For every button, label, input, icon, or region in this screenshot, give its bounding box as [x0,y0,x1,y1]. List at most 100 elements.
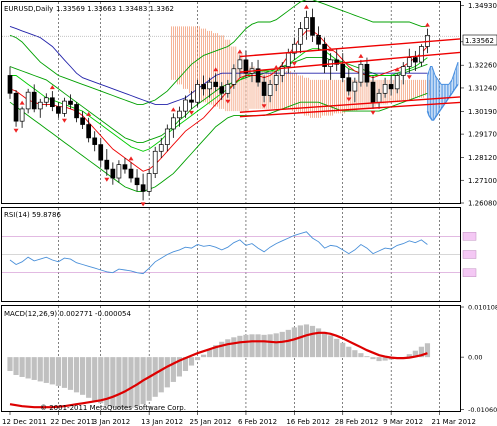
candle-bear [370,81,376,103]
rsi-pane [2,231,477,277]
bollinger-upper-line [9,0,428,105]
macd-histogram-bar [110,357,116,408]
candle-bull [164,128,170,145]
x-tick-label: 22 Dec 2011 [50,418,95,426]
x-tick-label: 6 Feb 2012 [238,418,277,426]
fractal-up-icon [86,111,92,116]
price-pane-frame [1,1,461,204]
y-tick-label: 1.28120 [468,154,497,162]
fractal-up-icon [394,67,400,72]
macd-y-tick-label: 0.010108 [468,304,497,312]
candle-bull [298,28,303,45]
candle-bear [364,63,370,83]
candle-bear [310,17,315,36]
fractal-down-icon [13,128,19,133]
candle-bear [189,99,194,103]
current-price-label: 1.33562 [465,37,494,45]
macd-histogram-bar [73,357,80,393]
candle-bull [152,150,158,174]
y-tick-label: 1.31240 [468,84,497,92]
macd-histogram-bar [243,334,249,358]
macd-histogram-bar [158,357,164,393]
candle-bear [243,59,249,74]
macd-histogram-bar [231,337,237,358]
macd-histogram-bar [67,357,74,390]
macd-histogram-bar [31,357,37,380]
macd-histogram-bar [116,357,122,409]
candle-bull [207,81,212,90]
x-tick-label: 25 Jan 2012 [190,418,232,426]
candle-bull [358,63,364,83]
macd-histogram-bar [285,329,291,358]
x-tick-label: 3 Jan 2012 [93,418,131,426]
macd-histogram-bar [213,345,219,358]
fractal-up-icon [237,49,243,54]
macd-histogram-bar [219,341,225,358]
macd-histogram-bar [86,357,92,398]
candle-bear [134,177,140,186]
candle-bear [255,68,261,83]
macd-pane-frame [1,305,461,412]
macd-histogram-bar [315,328,322,358]
trendline [239,101,461,118]
fractal-up-icon [328,47,334,52]
candle-bull [116,164,122,179]
macd-histogram-bar [61,357,68,388]
candle-bear [340,63,346,79]
macd-histogram-bar [352,350,358,358]
y-tick-label: 1.34930 [468,2,497,10]
macd-histogram-bar [146,357,152,401]
macd-histogram-bar [364,356,370,358]
candle-bull [382,84,388,94]
bollinger-lower-line [9,92,428,192]
tenkan-line [9,30,428,172]
x-tick-label: 12 Dec 2011 [2,418,47,426]
candle-bull [394,75,400,90]
copyright-label: © 2001-2011 MetaQuotes Software Corp. [40,404,186,412]
candle-bear [316,34,321,45]
macd-histogram-bar [328,335,334,358]
trendline [239,96,461,113]
candle-bull [304,17,309,29]
candle-bear [7,75,13,94]
fractal-down-icon [225,99,231,104]
candle-bull [285,52,291,67]
fractal-down-icon [261,104,267,109]
macd-pane [7,324,431,409]
fractal-up-icon [273,65,279,70]
candle-bear [56,106,61,114]
candle-bear [68,100,73,105]
macd-histogram-bar [55,357,61,386]
macd-histogram-bar [122,357,128,409]
rsi-pane-frame [1,207,461,302]
macd-histogram-bar [7,357,13,372]
candle-bear [104,159,110,170]
fractal-down-icon [104,177,110,182]
trendline [239,38,461,58]
candle-bull [146,173,152,192]
x-tick-label: 13 Jan 2012 [141,418,183,426]
macd-histogram-bar [261,334,267,358]
x-tick-label: 28 Feb 2012 [335,418,379,426]
macd-histogram-bar [176,357,182,377]
macd-histogram-bar [412,350,418,358]
candle-bull [177,110,182,119]
candle-bull [400,66,406,76]
candle-bear [201,84,206,90]
macd-histogram-bar [297,325,303,358]
candle-bull [62,100,67,114]
macd-histogram-bar [237,335,243,358]
macd-y-tick-label: -0.010601 [468,406,497,414]
fractal-up-icon [170,107,176,112]
fractal-up-icon [424,22,430,27]
macd-histogram-bar [98,357,104,404]
macd-histogram-bar [152,357,158,397]
x-tick-label: 9 Mar 2012 [383,418,423,426]
fractal-down-icon [189,110,194,115]
macd-signal-line [9,331,428,409]
candle-bear [74,104,79,119]
macd-histogram-bar [273,333,279,358]
macd-histogram-bar [279,331,285,358]
candle-bear [31,91,37,110]
macd-histogram-bar [255,334,261,358]
